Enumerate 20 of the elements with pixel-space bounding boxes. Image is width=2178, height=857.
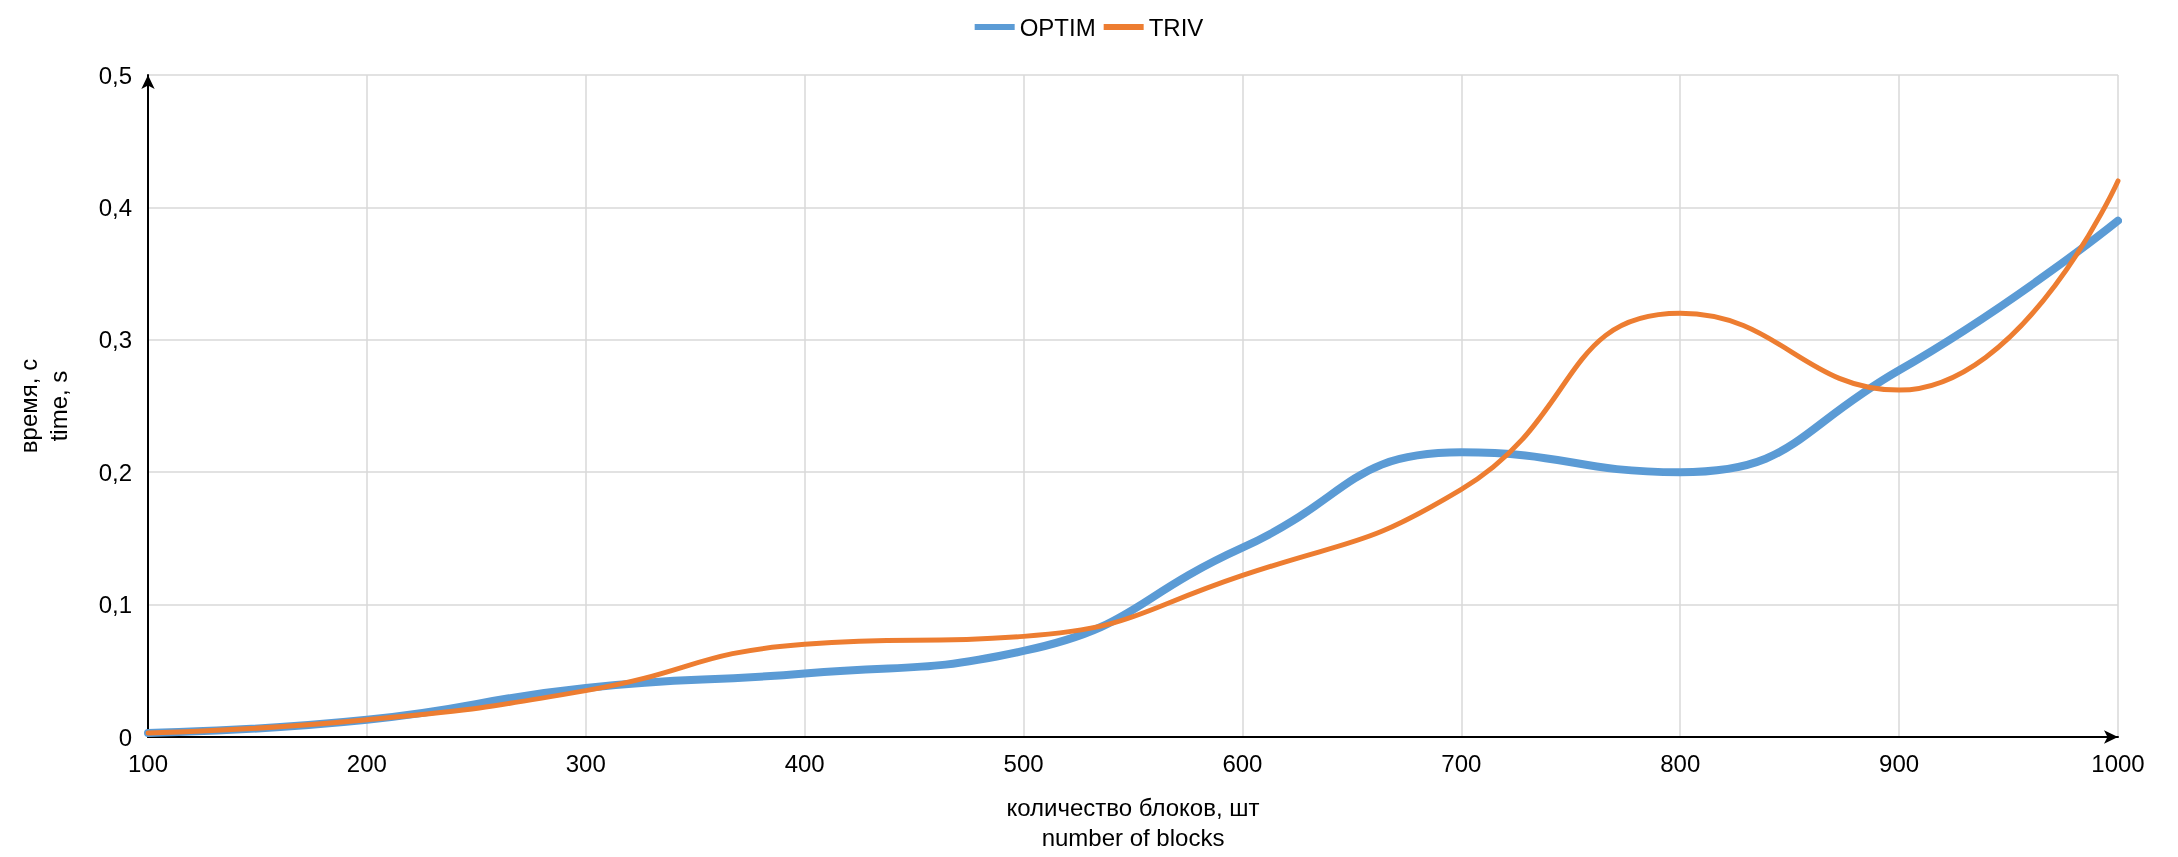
y-tick-label: 0: [118, 723, 132, 751]
x-tick-label: 900: [1879, 749, 1920, 777]
legend-label: TRIV: [1148, 13, 1204, 41]
y-tick-label: 0,4: [98, 193, 132, 221]
y-tick-label: 0,3: [98, 326, 132, 354]
y-tick-label: 0,2: [98, 458, 132, 486]
x-tick-label: 700: [1441, 749, 1482, 777]
y-axis-title: время, с time, s: [14, 358, 72, 454]
y-tick-label: 0,5: [98, 61, 132, 89]
x-tick-label: 300: [565, 749, 606, 777]
x-tick-label: 400: [784, 749, 825, 777]
x-tick-label: 500: [1003, 749, 1044, 777]
legend-label: OPTIM: [1019, 13, 1096, 41]
x-tick-label: 1000: [2091, 749, 2145, 777]
y-tick-label: 0,1: [98, 591, 132, 619]
x-tick-label: 800: [1660, 749, 1701, 777]
x-tick-label: 600: [1222, 749, 1263, 777]
x-axis-title: количество блоков, шт number of blocks: [1006, 793, 1260, 851]
x-tick-label: 200: [346, 749, 387, 777]
x-tick-label: 100: [127, 749, 169, 777]
